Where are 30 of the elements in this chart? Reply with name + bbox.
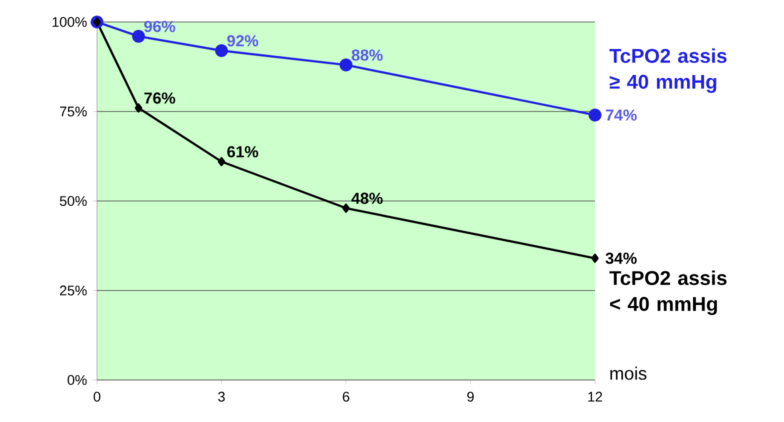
point <box>591 254 599 263</box>
point <box>215 44 228 58</box>
y-tick-label: 75% <box>60 106 87 116</box>
data-label: 92% <box>227 35 258 46</box>
series-label: TcPO2 assis < 40 mmHg <box>609 270 727 316</box>
data-label: 76% <box>144 92 176 104</box>
y-tick-label: 0% <box>68 375 87 385</box>
data-label: 34% <box>606 252 637 264</box>
point <box>342 204 350 213</box>
data-label: 88% <box>352 49 383 61</box>
x-axis-title: mois <box>610 366 646 380</box>
point <box>588 108 602 122</box>
x-tick-label: 0 <box>94 392 100 402</box>
x-tick-label: 6 <box>342 392 350 402</box>
point <box>134 103 142 113</box>
data-label: 96% <box>144 20 176 32</box>
y-tick-label: 25% <box>60 286 87 296</box>
x-tick-label: 3 <box>218 392 225 402</box>
y-tick-label: 50% <box>60 196 87 206</box>
point <box>340 58 352 72</box>
series-label: TcPO2 assis ≥ 40 mmHg <box>609 48 727 93</box>
data-label: 48% <box>351 192 383 204</box>
x-tick-label: 12 <box>588 392 602 402</box>
y-tick-label: 100% <box>52 17 87 27</box>
point <box>132 30 145 43</box>
point <box>218 157 226 166</box>
x-tick-label: 9 <box>467 392 474 402</box>
data-label: 61% <box>227 146 258 158</box>
data-label: 74% <box>606 109 637 121</box>
point <box>93 17 101 27</box>
